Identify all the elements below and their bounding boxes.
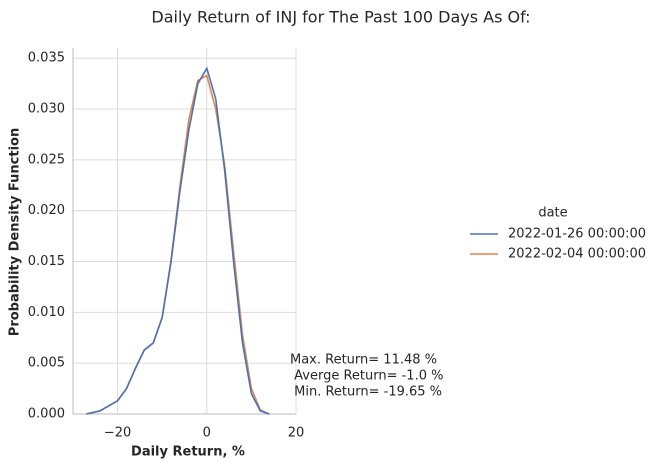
y-tick-label: 0.025 [28,152,65,167]
y-tick-label: 0.030 [28,102,65,117]
annotation: Min. Return= -19.65 % [290,385,442,400]
y-tick-label: 0.015 [28,254,65,269]
y-tick-label: 0.010 [28,305,65,320]
x-tick-label: −20 [104,426,131,441]
x-tick-label: 20 [288,426,305,441]
legend-label: 2022-01-26 00:00:00 [508,227,646,242]
y-tick-label: 0.035 [28,51,65,66]
y-tick-label: 0.005 [28,356,65,371]
y-tick-label: 0.020 [28,203,65,218]
line [86,66,270,415]
y-axis-label: Probability Density Function [8,128,23,336]
legend-title: date [538,206,567,221]
x-tick-label: 0 [203,426,211,441]
y-tick-label: 0.000 [28,407,65,422]
chart-title: Daily Return of INJ for The Past 100 Day… [151,8,530,27]
x-axis-label: Daily Return, % [131,445,245,460]
legend-label: 2022-02-04 00:00:00 [508,247,646,262]
annotation: Max. Return= 11.48 % [290,353,437,368]
annotation: Averge Return= -1.0 % [290,369,443,384]
